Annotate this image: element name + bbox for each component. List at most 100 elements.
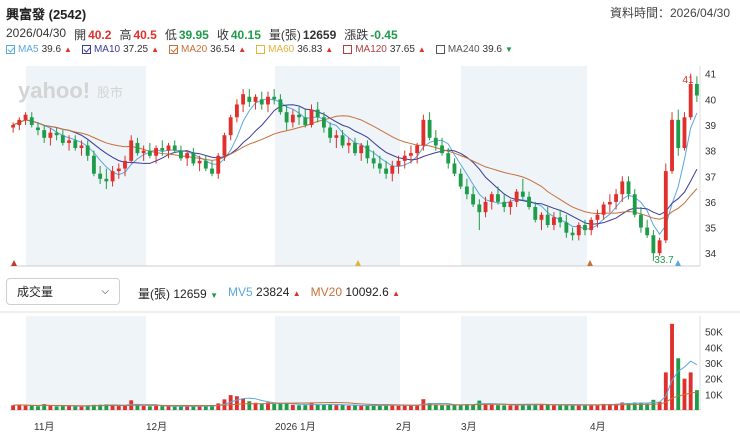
candle-body [321, 117, 326, 128]
volume-bar [346, 405, 351, 410]
candle-body [601, 204, 606, 215]
candle-body [396, 160, 401, 166]
checkbox-icon[interactable] [81, 45, 91, 54]
candle-body [104, 178, 109, 182]
volume-bar [203, 406, 208, 410]
candle-body [303, 117, 308, 125]
volume-info: 量(張) 12659 ▼ MV5 23824 ▲ MV20 10092.6 ▲ [138, 285, 400, 302]
volume-bar [259, 403, 264, 410]
candle-body [440, 145, 444, 154]
candle-body [222, 135, 227, 156]
volume-bar [73, 406, 78, 410]
checkbox-icon[interactable] [6, 45, 15, 54]
price-tick-label: 37 [705, 172, 717, 183]
volume-bar [185, 406, 190, 410]
volume-bar [191, 405, 196, 410]
volume-month-band [461, 316, 587, 410]
volume-bar [539, 404, 544, 410]
volume-bar [545, 404, 550, 410]
volume-bar [253, 402, 258, 410]
volume-bar [514, 404, 519, 410]
volume-bar [365, 405, 370, 410]
candle-body [191, 153, 196, 164]
candle-body [334, 135, 339, 138]
candle-body [409, 153, 413, 156]
checkbox-icon[interactable] [435, 45, 445, 54]
volume-bar [558, 405, 563, 410]
volume-bar [234, 396, 239, 410]
checkbox-icon[interactable] [169, 45, 179, 54]
ma-legend-ma5[interactable]: MA5 39.6 ▲ [6, 44, 72, 55]
candle-body [427, 119, 432, 138]
volume-bar [639, 402, 643, 410]
candle-body [558, 217, 563, 223]
checkbox-icon[interactable] [256, 45, 266, 54]
ma-legend-ma20[interactable]: MA20 36.54 ▲ [169, 44, 246, 55]
quote-date: 2026/04/30 [6, 26, 67, 40]
volume-tick-label: 40K [705, 343, 723, 354]
price-tick-label: 34 [705, 249, 717, 260]
candle-body [129, 140, 134, 161]
volume-bar [452, 404, 457, 410]
candle-body [154, 148, 159, 156]
candle-body [110, 171, 115, 182]
volume-bar [433, 404, 438, 410]
candle-body [73, 140, 78, 149]
volume-bar [135, 404, 140, 410]
volume-bar [570, 405, 575, 410]
ma-legend-ma120[interactable]: MA120 37.65 ▲ [343, 44, 426, 55]
volume-indicator-value: 成交量 [17, 285, 54, 299]
volume-bar [688, 372, 693, 410]
mv5-legend: MV5 23824 ▲ [227, 285, 301, 299]
checkbox-icon[interactable] [343, 45, 353, 54]
volume-bar [303, 405, 308, 410]
candle-body [216, 155, 221, 174]
volume-bar [589, 404, 594, 410]
volume-indicator-select[interactable]: 成交量 ⌵ [6, 278, 120, 305]
ma20-line [12, 115, 698, 220]
candle-body [539, 214, 544, 220]
candle-body [464, 186, 469, 195]
ma-legend-ma240[interactable]: MA240 39.6 ▼ [435, 44, 513, 55]
volume-bar [440, 405, 444, 410]
quote-close: 收 40.15 [216, 28, 261, 42]
price-tick-label: 38 [705, 147, 717, 158]
volume-bar [278, 403, 283, 410]
candle-body [241, 94, 246, 105]
volume-bar [284, 403, 289, 410]
volume-bar [321, 404, 326, 410]
candle-body [11, 124, 16, 128]
volume-bar [458, 404, 463, 410]
volume-bar [48, 405, 53, 410]
candle-body [203, 160, 208, 169]
month-band [461, 66, 587, 266]
candle-body [290, 114, 295, 123]
ma-legend-ma10[interactable]: MA10 37.25 ▲ [81, 44, 159, 55]
volume-bar [564, 405, 569, 410]
candle-body [98, 173, 103, 179]
volume-bar [179, 406, 183, 410]
candle-body [228, 117, 233, 136]
candle-body [23, 114, 28, 120]
volume-bar [334, 405, 339, 410]
volume-bar [266, 402, 270, 410]
volume-bar [166, 406, 171, 410]
data-time: 資料時間：2026/04/30 [609, 6, 730, 20]
ma-legend-ma60[interactable]: MA60 36.83 ▲ [256, 44, 333, 55]
candle-body [564, 222, 569, 233]
candle-body [353, 142, 357, 154]
yahoo-watermark: yahoo! [18, 78, 90, 103]
volume-bar [415, 404, 420, 410]
volume-bar [154, 405, 159, 410]
candle-body [91, 155, 96, 174]
candle-body [614, 194, 619, 202]
candle-body [197, 160, 202, 164]
candle-body [471, 194, 476, 205]
volume-bar [60, 406, 65, 410]
mv5-line [13, 360, 698, 407]
candle-body [533, 207, 538, 220]
candle-body [85, 145, 90, 156]
volume-bar [607, 404, 612, 410]
chevron-down-icon: ⌵ [101, 286, 109, 297]
candle-body [502, 201, 507, 208]
